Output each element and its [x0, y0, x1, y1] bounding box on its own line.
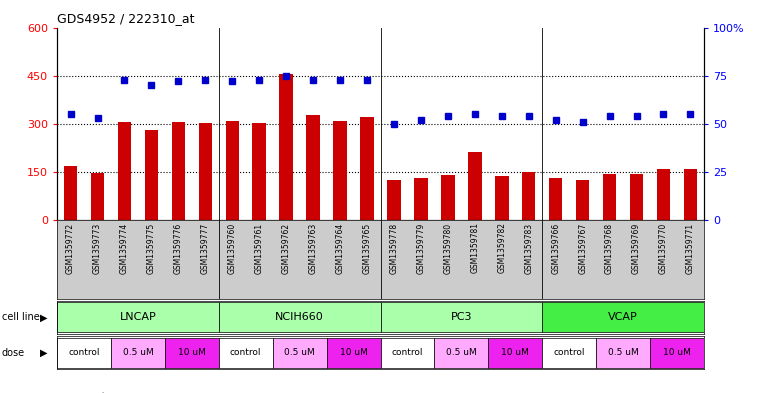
Text: 10 uM: 10 uM — [178, 348, 205, 357]
Text: 0.5 uM: 0.5 uM — [285, 348, 315, 357]
Bar — [495, 176, 508, 220]
Text: dose: dose — [2, 348, 24, 358]
Text: 0.5 uM: 0.5 uM — [123, 348, 153, 357]
Text: 10 uM: 10 uM — [663, 348, 691, 357]
Bar — [219, 302, 380, 332]
Text: GSM1359774: GSM1359774 — [120, 222, 129, 274]
Bar — [57, 302, 219, 332]
Text: LNCAP: LNCAP — [119, 312, 156, 322]
Bar — [272, 338, 326, 368]
Bar — [219, 338, 272, 368]
Bar — [441, 175, 454, 220]
Bar — [522, 172, 536, 220]
Text: 0.5 uM: 0.5 uM — [446, 348, 476, 357]
Text: GSM1359760: GSM1359760 — [228, 222, 237, 274]
Text: ■: ■ — [57, 390, 68, 393]
Bar — [387, 180, 401, 220]
Text: GSM1359766: GSM1359766 — [551, 222, 560, 274]
Text: control: control — [553, 348, 585, 357]
Text: control: control — [392, 348, 423, 357]
Bar — [380, 338, 435, 368]
Bar — [683, 169, 697, 220]
Bar — [57, 338, 111, 368]
Bar — [225, 121, 239, 220]
Bar — [253, 123, 266, 220]
Text: GSM1359762: GSM1359762 — [282, 222, 291, 274]
Bar — [380, 302, 542, 332]
Bar — [91, 173, 104, 220]
Text: GSM1359783: GSM1359783 — [524, 222, 533, 274]
Text: GSM1359781: GSM1359781 — [470, 222, 479, 274]
Bar — [333, 121, 347, 220]
Text: VCAP: VCAP — [608, 312, 638, 322]
Text: count: count — [78, 392, 106, 393]
Text: GSM1359782: GSM1359782 — [497, 222, 506, 274]
Text: GSM1359772: GSM1359772 — [66, 222, 75, 274]
Text: GSM1359771: GSM1359771 — [686, 222, 695, 274]
Text: GSM1359773: GSM1359773 — [93, 222, 102, 274]
Bar — [326, 338, 380, 368]
Text: GSM1359776: GSM1359776 — [174, 222, 183, 274]
Bar — [603, 174, 616, 220]
Text: GSM1359769: GSM1359769 — [632, 222, 641, 274]
Text: GDS4952 / 222310_at: GDS4952 / 222310_at — [57, 12, 195, 25]
Bar — [657, 169, 670, 220]
Bar — [549, 178, 562, 220]
Text: GSM1359767: GSM1359767 — [578, 222, 587, 274]
Text: ▶: ▶ — [40, 312, 47, 322]
Text: 10 uM: 10 uM — [339, 348, 368, 357]
Bar — [145, 130, 158, 220]
Bar — [414, 178, 428, 220]
Bar — [111, 338, 165, 368]
Text: cell line: cell line — [2, 312, 40, 322]
Text: PC3: PC3 — [451, 312, 472, 322]
Bar — [596, 338, 650, 368]
Bar — [360, 117, 374, 220]
Bar — [435, 338, 489, 368]
Text: GSM1359770: GSM1359770 — [659, 222, 668, 274]
Bar — [172, 122, 185, 220]
Bar — [64, 165, 78, 220]
Text: GSM1359761: GSM1359761 — [255, 222, 264, 274]
Text: GSM1359777: GSM1359777 — [201, 222, 210, 274]
Bar — [468, 152, 482, 220]
Bar — [576, 180, 589, 220]
Bar — [543, 302, 704, 332]
Text: control: control — [230, 348, 262, 357]
Text: control: control — [68, 348, 100, 357]
Text: GSM1359763: GSM1359763 — [309, 222, 317, 274]
Bar — [118, 122, 131, 220]
Text: GSM1359764: GSM1359764 — [336, 222, 345, 274]
Bar — [489, 338, 542, 368]
Text: ▶: ▶ — [40, 348, 47, 358]
Bar — [650, 338, 704, 368]
Text: 0.5 uM: 0.5 uM — [608, 348, 638, 357]
Text: GSM1359778: GSM1359778 — [390, 222, 399, 274]
Text: GSM1359780: GSM1359780 — [444, 222, 452, 274]
Text: GSM1359765: GSM1359765 — [362, 222, 371, 274]
Bar — [165, 338, 219, 368]
Text: GSM1359768: GSM1359768 — [605, 222, 614, 274]
Text: GSM1359779: GSM1359779 — [416, 222, 425, 274]
Bar — [630, 174, 643, 220]
Text: 10 uM: 10 uM — [501, 348, 529, 357]
Text: NCIH660: NCIH660 — [275, 312, 324, 322]
Text: GSM1359775: GSM1359775 — [147, 222, 156, 274]
Bar — [199, 123, 212, 220]
Bar — [307, 115, 320, 220]
Bar — [543, 338, 596, 368]
Bar — [279, 74, 293, 220]
